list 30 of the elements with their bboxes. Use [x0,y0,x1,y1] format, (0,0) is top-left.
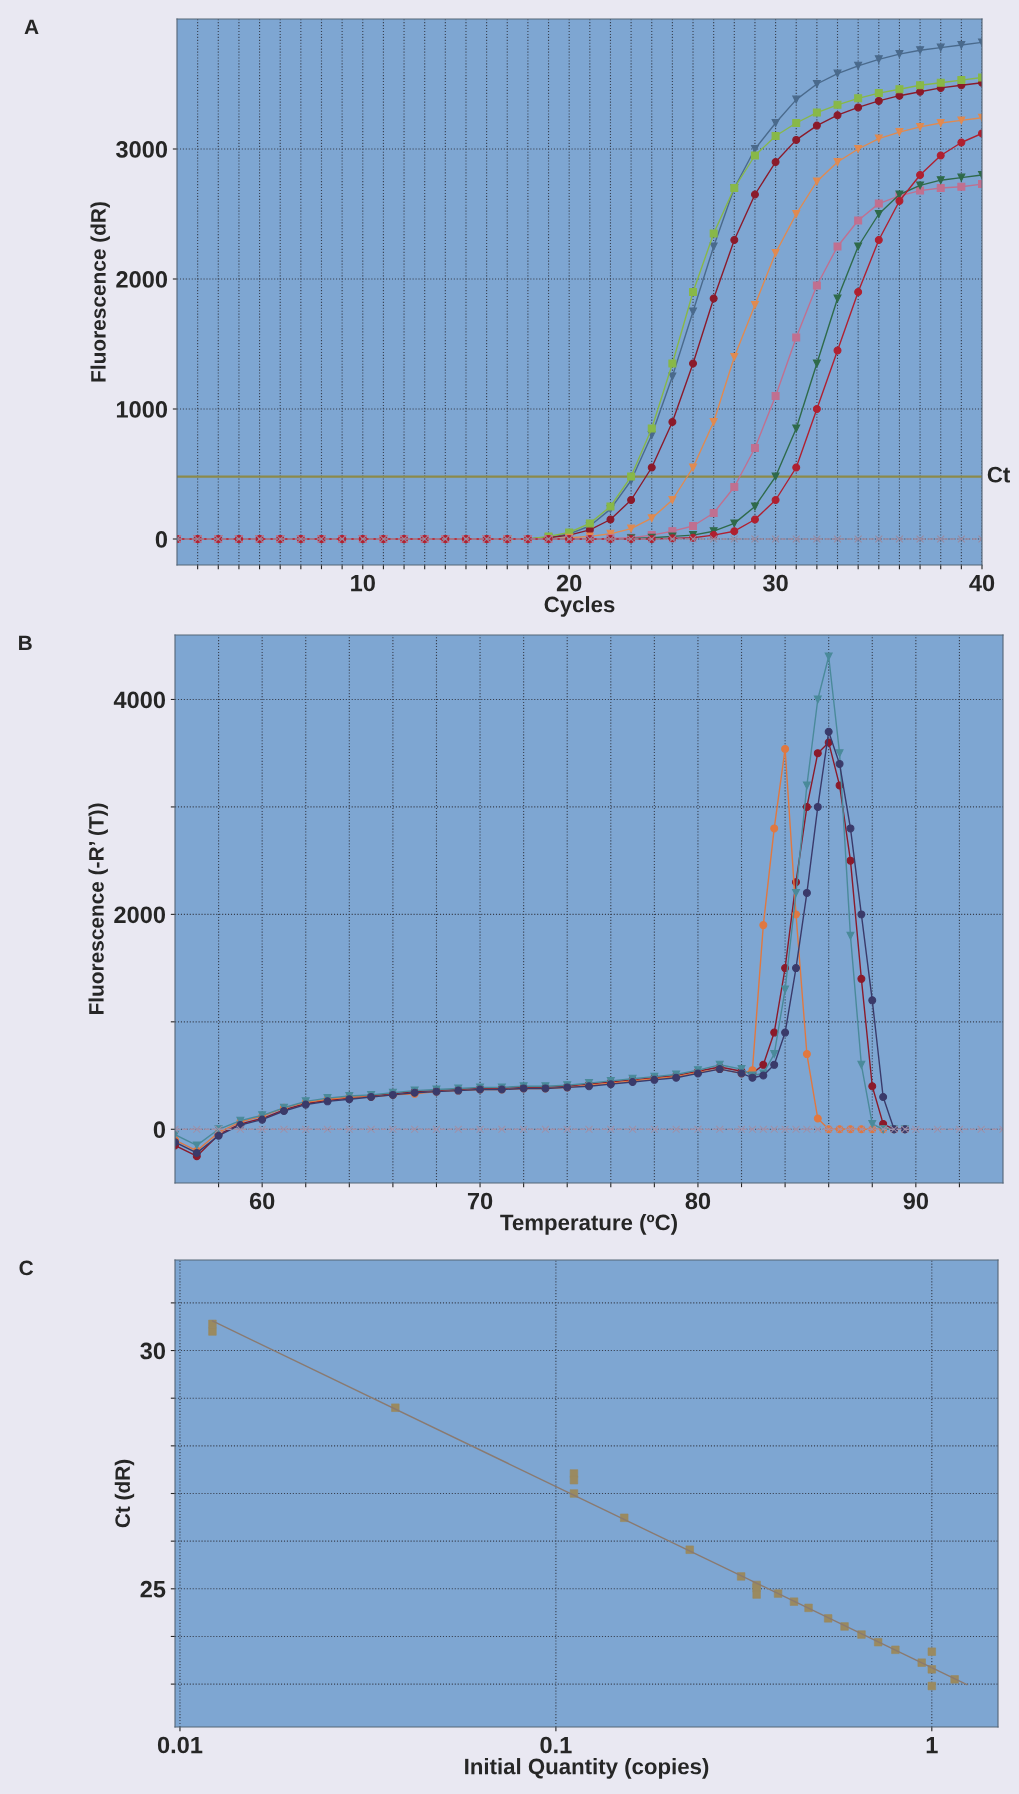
chart-title: B [19,635,32,651]
y-tick-label: 25 [140,1580,166,1598]
x-tick-label: 10 [351,574,375,592]
x-tick-label: 0.01 [157,1736,203,1754]
y-tick-label: 30 [140,1342,166,1360]
x-tick-label: 60 [249,1192,275,1210]
x-tick-label: 40 [969,574,995,592]
y-tick-label: 1000 [116,401,168,418]
y-axis-title: Fluorescence (-R’ (T)) [88,803,108,1015]
y-tick-label: 2000 [114,906,166,924]
x-tick-label: 1 [926,1736,938,1754]
x-tick-label: 80 [685,1192,711,1210]
y-axis-title: Fluorescence (dR) [90,202,110,382]
x-tick-label: 0.1 [540,1736,572,1754]
x-tick-label: 30 [763,574,788,592]
y-tick-label: 3000 [115,141,168,158]
x-axis-title: Temperature (ºC) [500,1214,677,1235]
y-axis-title: Ct (dR) [114,1459,135,1528]
y-tick-label: 0 [155,531,168,548]
x-axis-title: Cycles [544,596,615,617]
ref-line-label: Ct [987,466,1011,483]
y-tick-label: 0 [153,1121,166,1139]
chart-title: C [19,1260,34,1276]
x-tick-label: 90 [903,1192,929,1210]
x-axis-title: Initial Quantity (copies) [465,1758,709,1779]
y-tick-label: 4000 [113,691,166,709]
chart-title: A [24,19,39,35]
x-tick-label: 20 [556,574,582,592]
y-tick-label: 2000 [116,271,168,288]
x-tick-label: 70 [467,1192,493,1210]
